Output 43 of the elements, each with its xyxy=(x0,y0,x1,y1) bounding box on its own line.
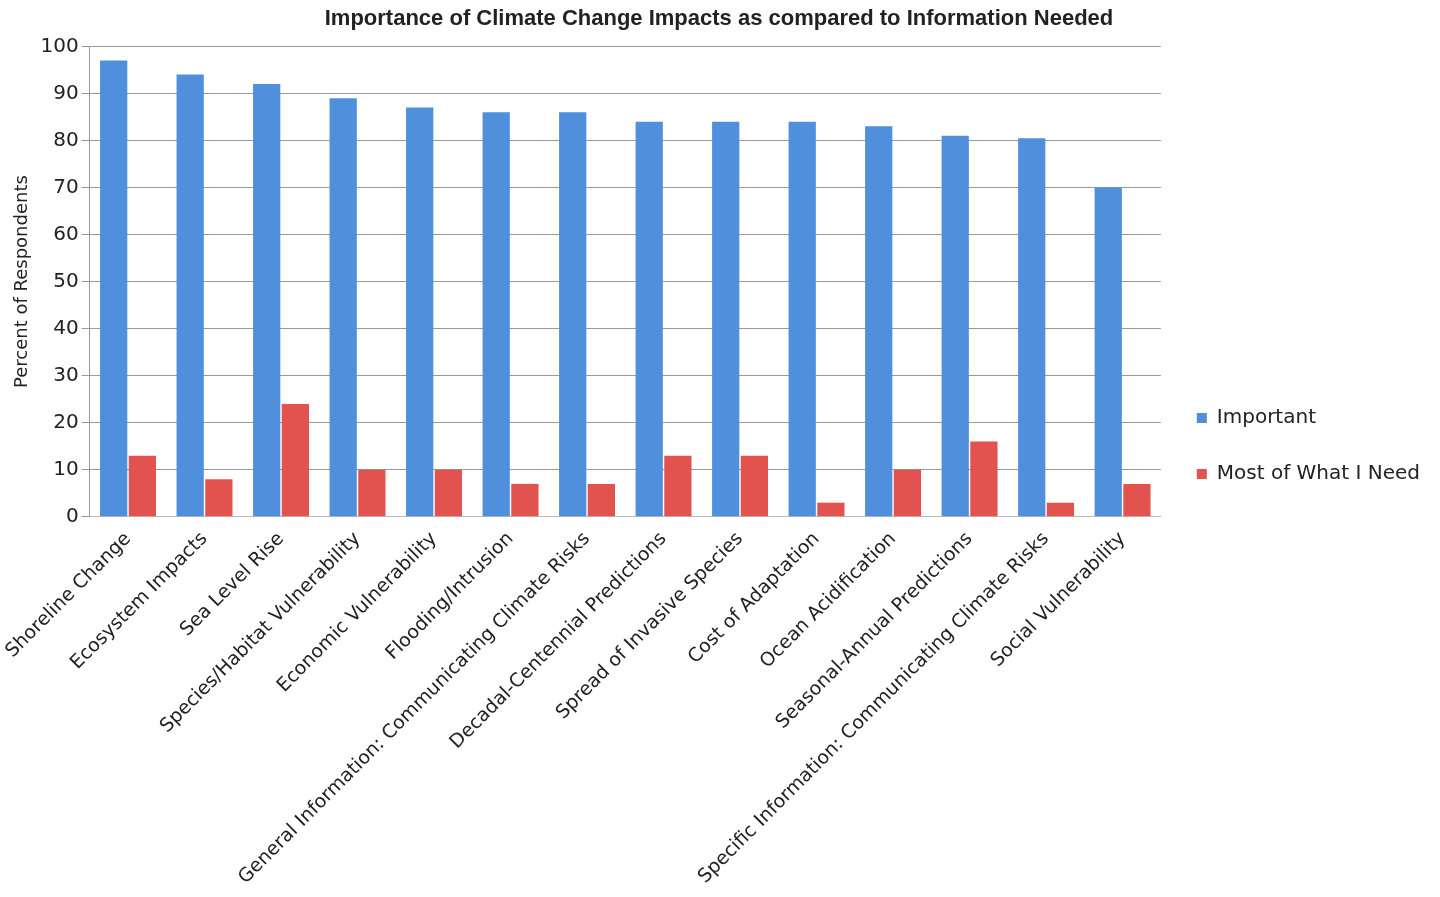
y-tick-label: 70 xyxy=(53,173,79,198)
bar xyxy=(712,121,740,517)
bar xyxy=(205,479,233,517)
chart-title: Importance of Climate Change Impacts as compared to Information Needed xyxy=(324,5,1114,31)
bar xyxy=(865,126,893,517)
bar xyxy=(358,469,386,517)
bar xyxy=(970,441,998,517)
bar xyxy=(817,502,845,517)
y-tick-label: 30 xyxy=(53,361,79,386)
legend-label: Most of What I Need xyxy=(1216,460,1421,485)
y-tick-label: 20 xyxy=(53,408,79,433)
bar xyxy=(176,74,204,517)
y-tick-label: 100 xyxy=(40,32,79,57)
y-tick-label: 10 xyxy=(53,455,79,480)
legend-label: Important xyxy=(1216,404,1317,429)
y-tick-label: 40 xyxy=(53,314,79,339)
bar xyxy=(740,455,769,517)
bar xyxy=(664,455,692,517)
bar xyxy=(893,469,922,517)
y-tick-label: 50 xyxy=(53,267,79,292)
bar xyxy=(100,60,128,517)
bar xyxy=(788,121,816,517)
bar xyxy=(941,135,969,517)
bar xyxy=(329,98,357,517)
bar xyxy=(253,84,281,517)
bar xyxy=(587,483,616,517)
bar xyxy=(511,483,539,517)
bar xyxy=(1046,502,1075,517)
bar xyxy=(406,107,434,517)
y-tick-label: 80 xyxy=(53,126,79,151)
y-tick-label: 90 xyxy=(53,79,79,104)
bar xyxy=(281,403,310,517)
bar xyxy=(482,112,510,517)
bar xyxy=(434,469,463,517)
bar xyxy=(1018,138,1046,517)
bar xyxy=(559,112,587,517)
bar xyxy=(635,121,663,517)
bar xyxy=(1123,483,1151,517)
y-tick-label: 60 xyxy=(53,220,79,245)
y-tick-label: 0 xyxy=(66,503,79,528)
bar xyxy=(1094,187,1122,517)
y-axis-title: Percent of Respondents xyxy=(10,175,32,389)
bar xyxy=(128,455,156,517)
